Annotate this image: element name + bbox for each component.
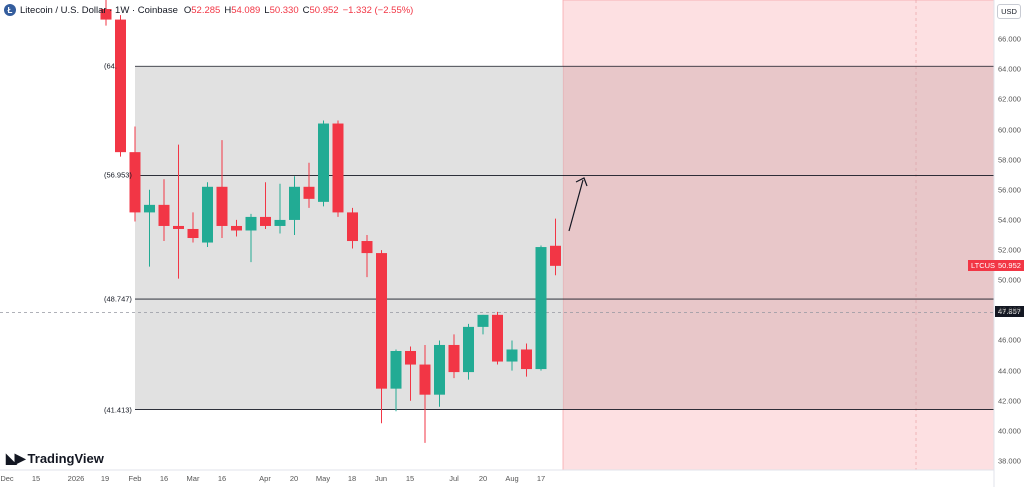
candle-body	[318, 123, 329, 202]
candle-body	[245, 216, 257, 231]
forecast-arrow[interactable]	[568, 179, 584, 232]
close-value: 50.952	[309, 4, 339, 16]
forecast-box[interactable]	[562, 0, 995, 471]
candle-body	[405, 350, 416, 365]
candle-body	[303, 186, 315, 199]
time-tick-label: May	[315, 474, 331, 483]
level-label: (48.747)	[104, 294, 132, 304]
price-tick-label: 58.000	[998, 155, 1021, 165]
crosshair-price-tag: 47.857	[995, 306, 1024, 318]
price-tick-label: 56.000	[998, 185, 1021, 195]
level-lines	[135, 65, 994, 410]
candle-body	[202, 186, 213, 243]
time-tick-label: 15	[31, 474, 41, 483]
candle-body	[477, 314, 489, 327]
time-tick-label: Apr	[259, 474, 271, 483]
candle-body	[115, 19, 126, 153]
range-box-overlap	[563, 66, 994, 410]
symbol-header: Ł Litecoin / U.S. Dollar · 1W · Coinbase…	[0, 0, 413, 20]
last-price-tag: 50.952	[995, 259, 1024, 271]
price-tick-label: 50.000	[998, 275, 1021, 285]
level-label-lower: (41.413)	[104, 405, 132, 415]
price-tick-label: 38.000	[998, 456, 1021, 466]
open-label: O	[183, 4, 192, 16]
candle-body	[550, 245, 561, 266]
candle-body	[347, 212, 358, 242]
candle-body	[463, 326, 474, 373]
open-value: 52.285	[191, 4, 221, 16]
price-tick-label: 60.000	[998, 125, 1021, 135]
time-tick-label: Jul	[449, 474, 459, 483]
time-tick-label: 2026	[67, 474, 85, 483]
change-value: −1.332 (−2.55%)	[342, 4, 414, 16]
price-tick-label: 42.000	[998, 396, 1021, 406]
symbol-price-tag: LTCUSD	[968, 259, 1004, 271]
candle-body	[521, 349, 532, 370]
price-tick-label: 54.000	[998, 215, 1021, 225]
litecoin-icon: Ł	[4, 4, 16, 16]
low-label: L	[264, 4, 270, 16]
candle-body	[434, 344, 445, 395]
price-tick-label: 62.000	[998, 94, 1021, 104]
candles	[100, 0, 561, 443]
price-tick-label: 44.000	[998, 366, 1021, 376]
time-tick-label: 19	[100, 474, 110, 483]
low-value: 50.330	[269, 4, 299, 16]
time-tick-label: 17	[536, 474, 546, 483]
price-tick-label: 64.000	[998, 64, 1021, 74]
time-tick-label: Feb	[128, 474, 142, 483]
level-label-upper: (64.	[104, 61, 117, 71]
time-tick-label: 16	[217, 474, 227, 483]
candle-body	[492, 314, 503, 362]
price-tick-label: 52.000	[998, 245, 1021, 255]
currency-button[interactable]: USD	[997, 4, 1021, 19]
time-tick-label: Aug	[505, 474, 519, 483]
candle-body	[506, 349, 518, 362]
high-label: H	[224, 4, 232, 16]
price-tick-label: 66.000	[998, 34, 1021, 44]
candle-body	[231, 225, 242, 231]
time-tick-label: 20	[289, 474, 299, 483]
candle-body	[419, 364, 431, 395]
symbol-title[interactable]: Litecoin / U.S. Dollar · 1W · Coinbase	[20, 4, 178, 16]
high-value: 54.089	[231, 4, 261, 16]
tradingview-icon: ◣▶	[6, 450, 25, 466]
candle-body	[332, 123, 344, 213]
candle-body	[100, 9, 112, 20]
candle-body	[289, 186, 300, 220]
price-tick-label: 40.000	[998, 426, 1021, 436]
time-tick-label: 20	[478, 474, 488, 483]
candle-body	[390, 350, 402, 389]
candle-body	[535, 247, 547, 370]
candle-body	[187, 228, 199, 239]
candle-body	[260, 216, 271, 226]
candle-body	[129, 152, 141, 213]
candle-body	[216, 186, 228, 226]
candle-body	[158, 204, 170, 226]
level-label: (56.953)	[104, 170, 132, 180]
candle-body	[376, 253, 387, 389]
candle-body	[274, 219, 286, 226]
time-tick-label: 15	[405, 474, 415, 483]
time-tick-label: 16	[159, 474, 169, 483]
time-tick-label: Dec	[0, 474, 14, 483]
time-tick-label: Jun	[374, 474, 388, 483]
price-tick-label: 48.000	[998, 305, 1021, 315]
price-tick-label: 46.000	[998, 335, 1021, 345]
tradingview-logo[interactable]: ◣▶ TradingView	[6, 450, 104, 467]
arrow-head-icon	[575, 177, 588, 187]
candle-body	[144, 204, 155, 213]
brand-name: TradingView	[27, 451, 104, 466]
candle-body	[361, 241, 373, 254]
close-label: C	[302, 4, 310, 16]
candle-body	[173, 225, 184, 229]
time-tick-label: 18	[347, 474, 357, 483]
candle-body	[448, 344, 460, 373]
time-tick-label: Mar	[186, 474, 200, 483]
